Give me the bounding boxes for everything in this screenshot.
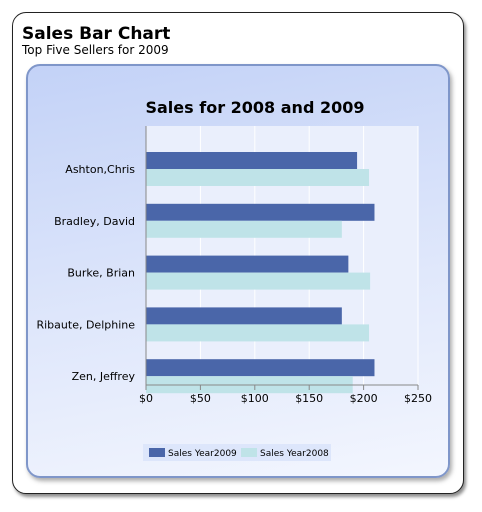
bar-2009 xyxy=(146,359,375,377)
x-tick-label: $0 xyxy=(139,392,153,405)
bar-2008 xyxy=(146,220,342,238)
x-tick-label: $150 xyxy=(295,392,323,405)
category-label: Ashton,Chris xyxy=(65,163,135,176)
bar-2008 xyxy=(146,272,371,290)
chart-title: Sales for 2008 and 2009 xyxy=(145,98,364,117)
report-title: Sales Bar Chart xyxy=(22,24,171,44)
category-label: Burke, Brian xyxy=(67,267,135,280)
legend-swatch xyxy=(149,448,165,457)
category-label: Bradley, David xyxy=(54,215,135,228)
x-tick-label: $50 xyxy=(190,392,211,405)
x-tick-label: $100 xyxy=(241,392,269,405)
legend-swatch xyxy=(241,448,257,457)
x-axis: $0 $50 $100 $150 $200 $250 xyxy=(139,126,432,405)
category-labels: Ashton,Chris Bradley, David Burke, Brian Ri… xyxy=(36,163,135,383)
bar-2009 xyxy=(146,307,342,325)
x-tick-label: $200 xyxy=(350,392,378,405)
bars-group xyxy=(146,152,375,394)
legend-label: Sales Year2009 xyxy=(168,449,237,459)
category-label: Zen, Jeffrey xyxy=(72,370,136,383)
bar-2008 xyxy=(146,324,370,342)
bar-2009 xyxy=(146,255,349,273)
bar-2009 xyxy=(146,203,375,221)
category-label: Ribaute, Delphine xyxy=(36,318,135,331)
legend: Sales Year2009 Sales Year2008 xyxy=(143,444,331,461)
bar-2008 xyxy=(146,169,370,186)
report-subtitle: Top Five Sellers for 2009 xyxy=(22,43,169,57)
bar-2009 xyxy=(146,152,358,169)
x-tick-label: $250 xyxy=(404,392,432,405)
legend-label: Sales Year2008 xyxy=(260,449,329,459)
legend-box xyxy=(143,444,331,461)
